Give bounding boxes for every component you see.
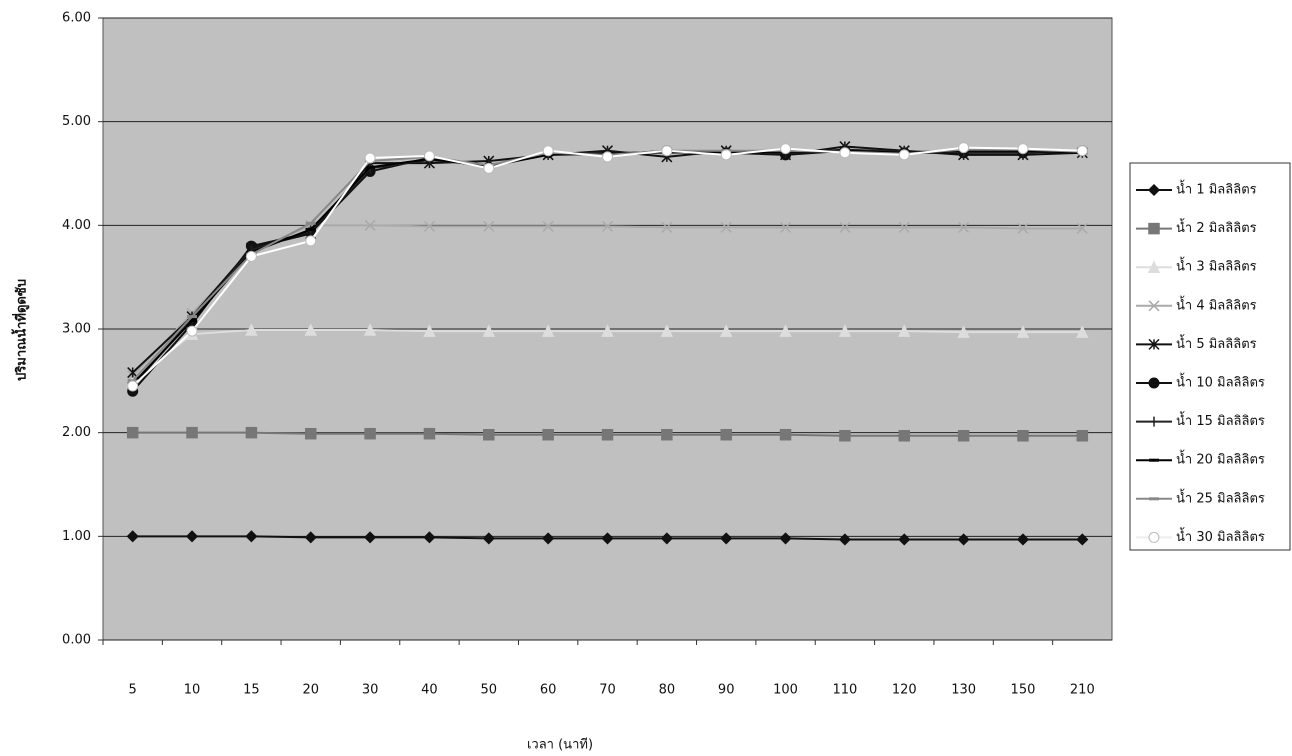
y-tick-label: 6.00 — [62, 11, 91, 26]
data-point — [128, 381, 138, 391]
chart: เวลา (นาที) ปริมาณน้ำที่ดูดซับ 0.00 1.00 2… — [0, 0, 1292, 756]
data-point — [840, 431, 850, 441]
x-axis-label: เวลา (นาที) — [527, 737, 593, 753]
data-point — [1077, 431, 1087, 441]
data-point — [543, 146, 553, 156]
x-tick-label: 80 — [659, 683, 676, 698]
data-point — [781, 430, 791, 440]
legend-marker — [1149, 224, 1159, 234]
legend-label: น้ำ 30 มิลลิลิตร — [1176, 527, 1265, 545]
data-point — [603, 152, 613, 162]
data-point — [840, 148, 850, 158]
x-tick-label: 5 — [129, 683, 137, 698]
data-point — [662, 146, 672, 156]
x-tick-label: 20 — [302, 683, 319, 698]
legend-label: น้ำ 20 มิลลิลิตร — [1176, 450, 1265, 468]
data-point — [424, 151, 434, 161]
legend-label: น้ำ 25 มิลลิลิตร — [1176, 488, 1265, 506]
x-tick-label: 60 — [540, 683, 557, 698]
x-tick-label: 100 — [773, 683, 798, 698]
x-tick-label: 130 — [951, 683, 976, 698]
legend-label: น้ำ 5 มิลลิลิตร — [1176, 334, 1257, 352]
x-tick-label: 15 — [243, 683, 260, 698]
data-point — [721, 430, 731, 440]
data-point — [484, 430, 494, 440]
data-point — [424, 429, 434, 439]
data-point — [306, 429, 316, 439]
legend-marker — [1149, 532, 1159, 542]
data-point — [1077, 146, 1087, 156]
x-tick-label: 70 — [599, 683, 616, 698]
x-tick-label: 90 — [718, 683, 735, 698]
data-point — [187, 428, 197, 438]
data-point — [1018, 431, 1028, 441]
y-tick-label: 0.00 — [62, 633, 91, 648]
legend-label: น้ำ 2 มิลลิลิตร — [1176, 218, 1257, 236]
y-tick-label: 5.00 — [62, 114, 91, 129]
data-point — [899, 431, 909, 441]
data-point — [187, 326, 197, 336]
data-point — [781, 144, 791, 154]
data-point — [899, 150, 909, 160]
data-point — [484, 163, 494, 173]
y-axis-label: ปริมาณน้ำที่ดูดซับ — [11, 279, 30, 381]
data-point — [959, 143, 969, 153]
x-tick-label: 30 — [362, 683, 379, 698]
data-point — [128, 428, 138, 438]
x-tick-label: 210 — [1070, 683, 1095, 698]
data-point — [603, 430, 613, 440]
data-point — [365, 429, 375, 439]
x-tick-label: 40 — [421, 683, 438, 698]
data-point — [246, 251, 256, 261]
data-point — [365, 153, 375, 163]
legend-label: น้ำ 10 มิลลิลิตร — [1176, 373, 1265, 391]
data-point — [543, 430, 553, 440]
x-tick-label: 110 — [832, 683, 857, 698]
legend-label: น้ำ 4 มิลลิลิตร — [1176, 295, 1257, 313]
x-tick-label: 120 — [892, 683, 917, 698]
x-tick-label: 150 — [1011, 683, 1036, 698]
data-point — [246, 428, 256, 438]
y-tick-label: 2.00 — [62, 425, 91, 440]
y-tick-label: 1.00 — [62, 529, 91, 544]
x-tick-label: 10 — [184, 683, 201, 698]
data-point — [1018, 144, 1028, 154]
data-point — [306, 236, 316, 246]
y-tick-label: 4.00 — [62, 218, 91, 233]
legend-marker — [1149, 378, 1159, 388]
y-tick-label: 3.00 — [62, 322, 91, 337]
x-tick-label: 50 — [481, 683, 498, 698]
data-point — [662, 430, 672, 440]
data-point — [721, 150, 731, 160]
data-point — [959, 431, 969, 441]
legend-label: น้ำ 3 มิลลิลิตร — [1176, 257, 1257, 275]
legend-label: น้ำ 15 มิลลิลิตร — [1176, 411, 1265, 429]
legend-label: น้ำ 1 มิลลิลิตร — [1176, 180, 1257, 198]
